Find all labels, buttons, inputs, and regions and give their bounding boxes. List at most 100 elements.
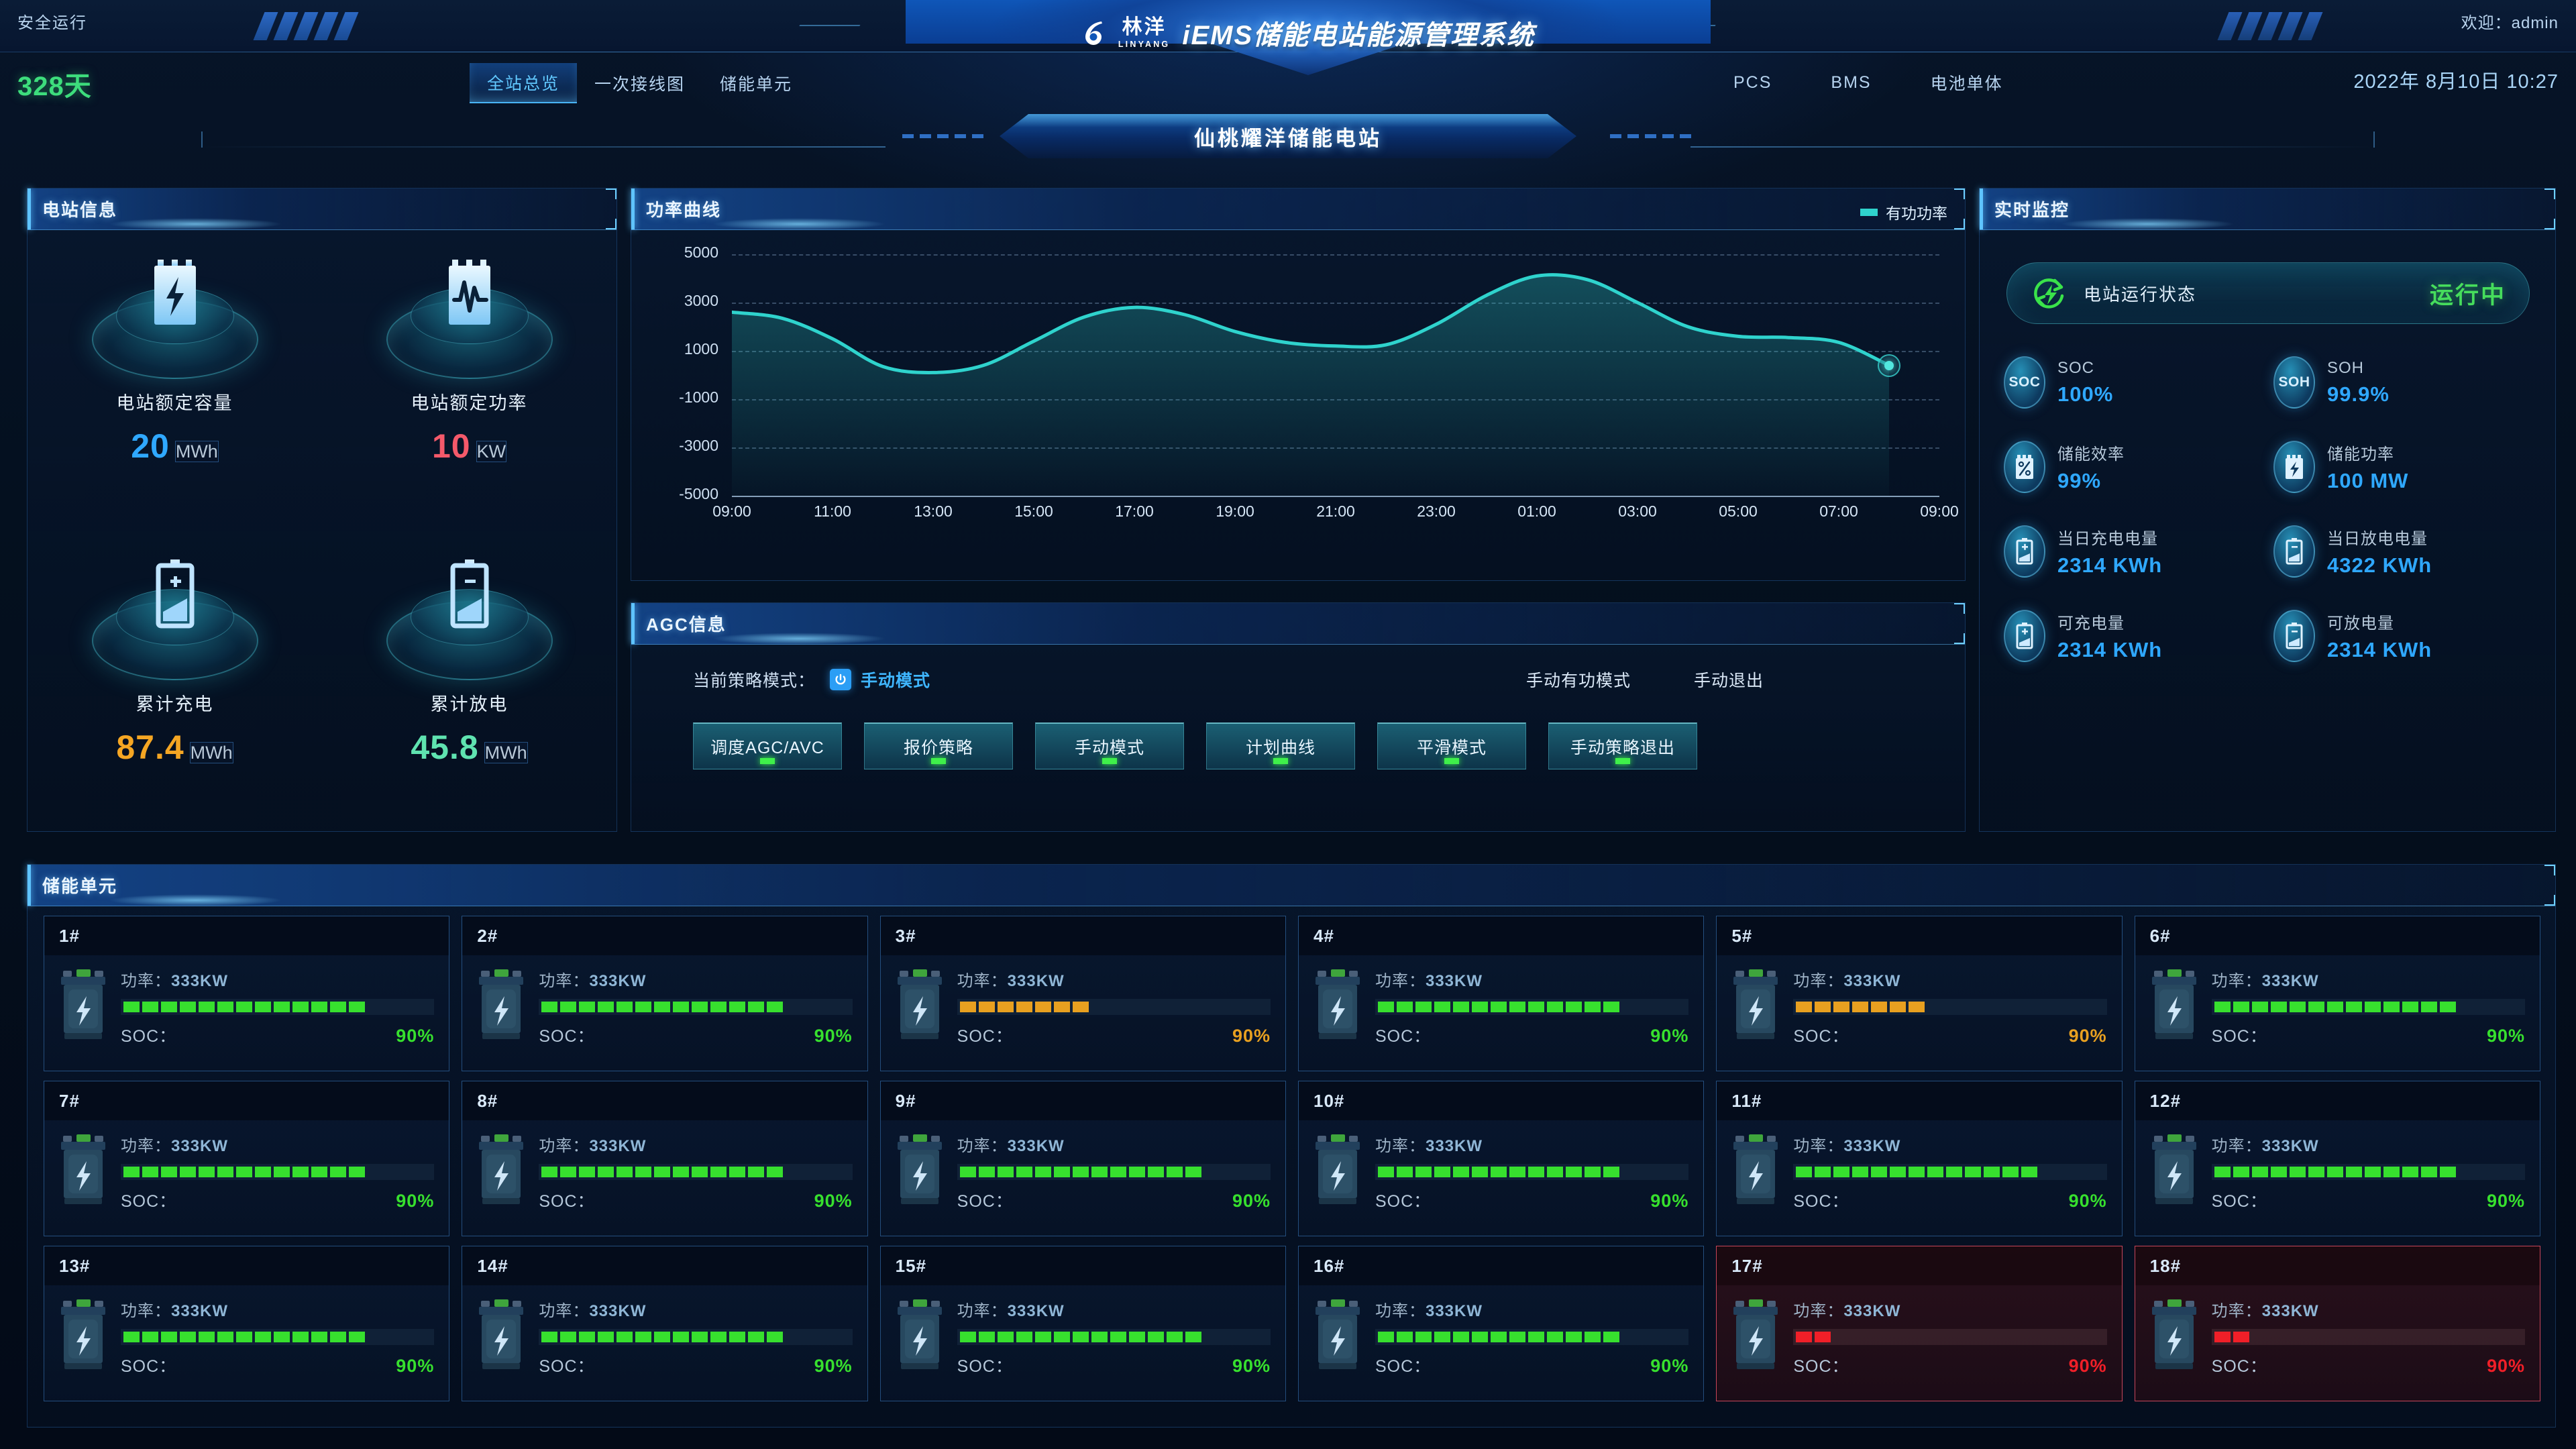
soc-bar-segment <box>1546 1167 1563 1177</box>
unit-power: 功率：333KW <box>121 967 434 991</box>
unit-power-value: 333KW <box>589 1302 647 1320</box>
soc-bar-segment <box>2308 1167 2324 1177</box>
soc-label: SOC： <box>121 1027 177 1046</box>
tab-overview[interactable]: 全站总览 <box>470 63 578 103</box>
storage-unit-card[interactable]: 16# 功率：333KW SOC： 90% <box>1297 1246 1705 1401</box>
banner-dashes-right <box>1610 134 1691 138</box>
badge-soc: SOC <box>2004 356 2045 409</box>
page-title: iEMS储能电站能源管理系统 <box>1182 21 1536 50</box>
soc-bar-segment <box>1396 1332 1413 1342</box>
soc-bar-segment <box>2459 1332 2475 1342</box>
soc-bar-segment <box>1147 1167 1164 1177</box>
power-curve-title: 功率曲线 <box>646 200 722 220</box>
storage-unit-card[interactable]: 8# 功率：333KW SOC： 90% <box>462 1081 868 1236</box>
soc-bar-segment <box>1204 1332 1220 1342</box>
storage-unit-card[interactable]: 12# 功率：333KW SOC： 90% <box>2134 1081 2540 1236</box>
soc-bar-segment <box>1415 1332 1432 1342</box>
tab-bms[interactable]: BMS <box>1831 72 1872 92</box>
storage-unit-card[interactable]: 11# 功率：333KW SOC： 90% <box>1716 1081 2123 1236</box>
agc-button-6[interactable]: 手动策略退出 <box>1548 722 1697 769</box>
unit-name: 18# <box>2135 1246 2540 1285</box>
storage-unit-card[interactable]: 2# 功率：333KW SOC： 90% <box>462 916 868 1071</box>
soc-bar-segment <box>673 1332 690 1342</box>
storage-unit-card[interactable]: 3# 功率：333KW SOC： 90% <box>879 916 1286 1071</box>
unit-power: 功率：333KW <box>2212 1297 2525 1321</box>
storage-unit-card[interactable]: 10# 功率：333KW SOC： 90% <box>1297 1081 1705 1236</box>
unit-body: 功率：333KW SOC： 90% <box>462 955 867 1047</box>
agc-button-1[interactable]: 调度AGC/AVC <box>693 722 842 769</box>
storage-unit-card[interactable]: 5# 功率：333KW SOC： 90% <box>1716 916 2123 1071</box>
soc-bar-segment <box>786 1002 802 1012</box>
rail-tick-left <box>201 131 203 148</box>
soc-label: SOC： <box>1375 1357 1432 1376</box>
soc-bar <box>2211 1164 2525 1180</box>
soc-bar <box>121 1329 435 1345</box>
soc-label: SOC： <box>539 1192 595 1211</box>
soc-bar-segment <box>1223 1332 1239 1342</box>
battery-module-icon <box>59 969 107 1044</box>
storage-unit-card[interactable]: 9# 功率：333KW SOC： 90% <box>879 1081 1286 1236</box>
soc-bar-segment <box>1072 1167 1089 1177</box>
unit-metrics: 功率：333KW SOC： 90% <box>957 1131 1271 1212</box>
storage-unit-card[interactable]: 13# 功率：333KW SOC： 90% <box>44 1246 450 1401</box>
storage-unit-card[interactable]: 17# 功率：333KW SOC： 90% <box>1716 1246 2123 1401</box>
soc-bar-segment <box>2364 1002 2381 1012</box>
soc-bar <box>1793 1164 2107 1180</box>
agc-status-group: 手动有功模式 手动退出 <box>1526 667 1764 692</box>
soc-row: SOC： 90% <box>121 1188 434 1212</box>
soc-value: 90% <box>1650 1026 1689 1046</box>
unit-power: 功率：333KW <box>1375 1297 1688 1321</box>
storage-unit-card[interactable]: 14# 功率：333KW SOC： 90% <box>462 1246 868 1401</box>
soc-bar-segment <box>1890 1002 1907 1012</box>
storage-unit-card[interactable]: 4# 功率：333KW SOC： 90% <box>1297 916 1705 1071</box>
status-led <box>760 758 775 764</box>
soc-bar-segment <box>1660 1167 1676 1177</box>
chart-y-tick: -3000 <box>679 437 718 454</box>
storage-unit-card[interactable]: 7# 功率：333KW SOC： 90% <box>44 1081 450 1236</box>
soc-bar-segment <box>616 1002 633 1012</box>
soc-bar-segment <box>2040 1332 2056 1342</box>
agc-button-3[interactable]: 手动模式 <box>1035 722 1184 769</box>
unit-metrics: 功率：333KW SOC： 90% <box>957 1296 1271 1377</box>
storage-unit-card[interactable]: 18# 功率：333KW SOC： 90% <box>2134 1246 2540 1401</box>
agc-button-5[interactable]: 平滑模式 <box>1377 722 1526 769</box>
soc-bar-segment <box>1984 1332 2000 1342</box>
storage-unit-card[interactable]: 15# 功率：333KW SOC： 90% <box>879 1246 1286 1401</box>
battery-module-icon <box>1313 1299 1362 1375</box>
tab-pcs[interactable]: PCS <box>1733 72 1772 92</box>
soc-bar-segment <box>161 1002 177 1012</box>
unit-body: 功率：333KW SOC： 90% <box>2135 1120 2540 1212</box>
soc-bar <box>121 999 435 1015</box>
storage-unit-card[interactable]: 6# 功率：333KW SOC： 90% <box>2134 916 2540 1071</box>
soc-bar-segment <box>311 1167 327 1177</box>
chart-x-tick: 09:00 <box>712 502 751 520</box>
legend-label-active-power: 有功功率 <box>1886 205 1947 222</box>
status-led <box>931 758 946 764</box>
tab-storage-unit[interactable]: 储能单元 <box>720 75 793 94</box>
tab-battery-cell[interactable]: 电池单体 <box>1930 74 2003 93</box>
unit-power: 功率：333KW <box>1375 1132 1688 1156</box>
soc-bar-segment <box>1223 1167 1239 1177</box>
soc-bar-segment <box>1110 1167 1126 1177</box>
soc-bar-segment <box>1946 1332 1962 1342</box>
chart-x-tick: 15:00 <box>1014 502 1053 520</box>
metric-value: 2314 KWh <box>2057 638 2163 661</box>
metric-label: 储能功率 <box>2327 445 2394 464</box>
status-led <box>1273 758 1288 764</box>
tab-single-line-diagram[interactable]: 一次接线图 <box>594 75 686 94</box>
unit-metrics: 功率：333KW SOC： 90% <box>121 1131 435 1212</box>
soc-bar-segment <box>560 1002 577 1012</box>
soc-bar-segment <box>1984 1167 2000 1177</box>
agc-button-4[interactable]: 计划曲线 <box>1206 722 1355 769</box>
soc-bar-segment <box>2002 1332 2019 1342</box>
soc-bar-segment <box>2271 1332 2287 1342</box>
podium <box>383 558 556 680</box>
battery-module-icon <box>1731 969 1780 1044</box>
soc-bar-segment <box>1415 1002 1432 1012</box>
soc-bar-segment <box>199 1002 215 1012</box>
storage-unit-card[interactable]: 1# 功率：333KW SOC： 90% <box>44 916 450 1071</box>
realtime-metric-6: 当日放电电量 4322 KWh <box>2273 525 2534 578</box>
soc-bar-segment <box>1434 1332 1450 1342</box>
soc-bar-segment <box>1110 1002 1126 1012</box>
agc-button-2[interactable]: 报价策略 <box>864 722 1013 769</box>
